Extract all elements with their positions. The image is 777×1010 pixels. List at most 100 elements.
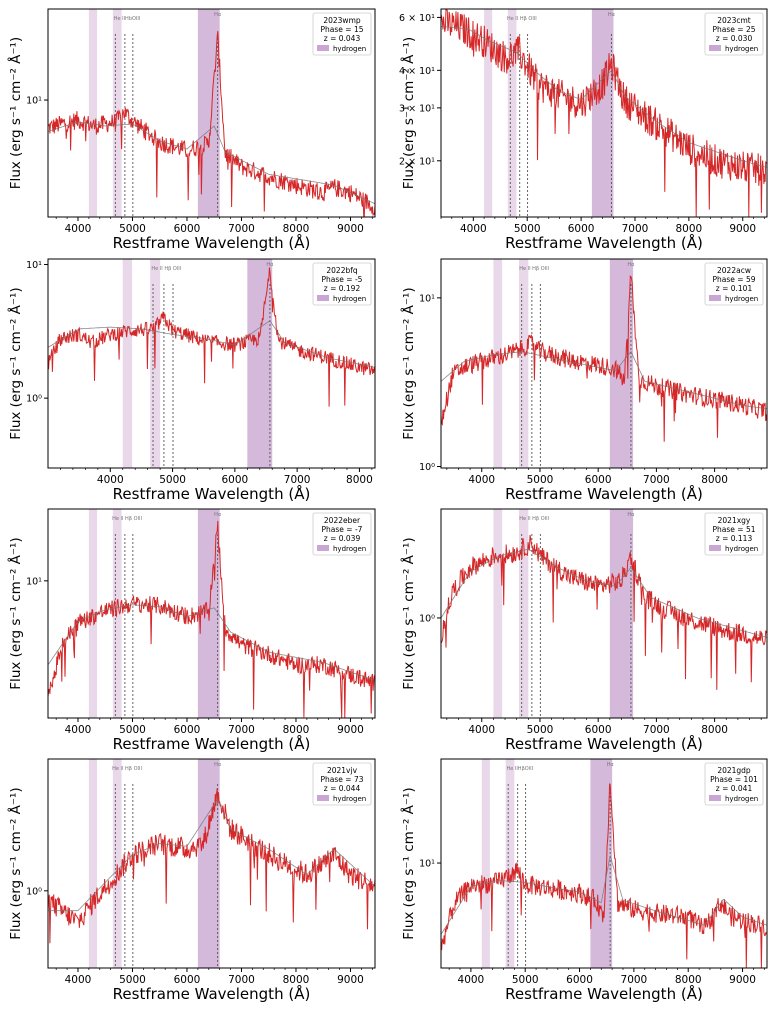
- axes-frame: [47, 258, 376, 469]
- legend-box: [704, 12, 764, 56]
- line-label-hb: He IIHbOIII: [114, 16, 141, 22]
- x-axis-label: Restframe Wavelength (Å): [505, 734, 703, 753]
- x-tick-label: 4000: [468, 474, 495, 486]
- spectrum-panel-2022acw: He II Hβ OIII Hα 4000 5000 6000 7000 8000 10⁰ 10…: [400, 258, 768, 503]
- line-label-ha: Hα: [607, 762, 615, 768]
- legend-entry: hydrogen: [725, 545, 758, 553]
- line-region-band: [493, 509, 503, 718]
- series-line-template: [48, 320, 375, 368]
- legend-box: [704, 512, 764, 556]
- line-region-band: [197, 759, 220, 968]
- legend-redshift: z = 0.044: [324, 784, 361, 793]
- line-region-band: [591, 9, 614, 217]
- series-line-template: [441, 350, 767, 410]
- spectrum-panel-2021gdp: He IIHβOIII Hα 4000 5000 6000 7000 8000 9000 10¹…: [400, 758, 768, 1003]
- x-tick-label: 8000: [283, 223, 310, 235]
- y-axis-label: Flux (erg s⁻¹ cm⁻² Å⁻¹): [7, 287, 24, 439]
- axes-frame: [440, 508, 768, 719]
- x-tick-label: 5000: [119, 724, 146, 736]
- x-tick-label: 7000: [228, 223, 255, 235]
- y-axis-label: Flux (erg s⁻¹ cm⁻² Å⁻¹): [400, 787, 417, 939]
- line-region-band: [507, 9, 517, 217]
- legend-swatch: [709, 45, 721, 51]
- y-tick-label: 10¹: [419, 859, 435, 870]
- x-tick-label: 4000: [460, 223, 487, 235]
- series-line-observed: [441, 534, 767, 690]
- line-label-ha: Hα: [214, 762, 222, 768]
- line-label-hb: He II Hβ OIII: [112, 766, 142, 772]
- y-tick-label: 10¹: [26, 96, 42, 107]
- legend-entry: hydrogen: [333, 295, 366, 303]
- legend-title: 2021gdp: [717, 766, 751, 775]
- x-tick-label: 4000: [65, 974, 92, 986]
- legend-redshift: z = 0.039: [324, 534, 361, 543]
- line-label-hb: He II Hβ OIII: [519, 266, 549, 272]
- x-tick-label: 9000: [337, 974, 364, 986]
- legend-swatch: [317, 795, 329, 801]
- series-line-template: [48, 121, 375, 205]
- legend-box: [704, 762, 764, 806]
- x-tick-label: 7000: [228, 724, 255, 736]
- x-axis-label: Restframe Wavelength (Å): [113, 984, 311, 1003]
- spectrum-panel-2022bfq: He II Hβ OIII Hα 4000 5000 6000 7000 8000 10⁰ 10…: [7, 258, 376, 503]
- line-label-ha: Hα: [214, 512, 222, 518]
- legend-entry: hydrogen: [725, 295, 758, 303]
- y-tick-label: 10⁰: [419, 613, 435, 624]
- x-tick-label: 5000: [512, 974, 539, 986]
- y-axis-label: Flux (erg s⁻¹ cm⁻² Å⁻¹): [400, 37, 417, 189]
- y-axis-label: Flux (erg s⁻¹ cm⁻² Å⁻¹): [400, 537, 417, 689]
- line-label-hb: He II Hβ OIII: [507, 16, 537, 22]
- x-tick-label: 9000: [729, 974, 756, 986]
- line-region-band: [112, 759, 122, 968]
- x-tick-label: 7000: [228, 974, 255, 986]
- spectrum-panel-2021xgy: He II Hβ OIII Hα 4000 5000 6000 7000 8000 10⁰ Re…: [400, 508, 768, 753]
- x-tick-label: 5000: [159, 474, 186, 486]
- legend-entry: hydrogen: [333, 45, 366, 53]
- spectrum-panel-2023wmp: He IIHbOIII Hα 4000 5000 6000 7000 8000 9000 10¹…: [7, 8, 376, 252]
- legend-swatch: [709, 545, 721, 551]
- y-axis-label: Flux (erg s⁻¹ cm⁻² Å⁻¹): [7, 537, 24, 689]
- y-tick-label: 10¹: [26, 260, 42, 271]
- legend-phase: Phase = 25: [713, 25, 756, 34]
- x-tick-label: 4000: [97, 474, 124, 486]
- axes-frame: [47, 8, 376, 218]
- x-axis-label: Restframe Wavelength (Å): [505, 233, 703, 252]
- series-line-template: [48, 604, 375, 681]
- series-line-observed: [441, 275, 767, 442]
- y-tick-label: 10⁰: [26, 886, 42, 897]
- line-label-hb: He IIHβOIII: [506, 766, 533, 772]
- spectrum-panel-2023cmt: He II Hβ OIII Hα 4000 5000 6000 7000 8000 9000 2…: [399, 8, 768, 252]
- series-line-observed: [48, 30, 375, 217]
- line-region-band: [519, 259, 529, 468]
- x-tick-label: 4000: [65, 724, 92, 736]
- spectrum-panel-2022eber: He II Hβ OIII Hα 4000 5000 6000 7000 8000 9000 1…: [7, 508, 376, 753]
- legend-phase: Phase = 51: [713, 525, 756, 534]
- x-tick-label: 8000: [701, 724, 728, 736]
- legend-box: [312, 12, 372, 56]
- legend-redshift: z = 0.113: [716, 534, 753, 543]
- x-tick-label: 8000: [701, 474, 728, 486]
- x-tick-label: 8000: [283, 974, 310, 986]
- axes-frame: [440, 258, 768, 469]
- y-axis-label: Flux (erg s⁻¹ cm⁻² Å⁻¹): [7, 37, 24, 189]
- x-axis-label: Restframe Wavelength (Å): [113, 734, 311, 753]
- line-label-ha: Hα: [627, 512, 635, 518]
- legend-entry: hydrogen: [725, 795, 758, 803]
- legend-title: 2023cmt: [717, 16, 751, 25]
- line-region-band: [122, 259, 133, 468]
- x-tick-label: 6000: [585, 474, 612, 486]
- legend-swatch: [317, 295, 329, 301]
- line-label-ha: Hα: [627, 262, 635, 268]
- y-tick-label: 10¹: [419, 293, 435, 304]
- axes-frame: [47, 508, 376, 719]
- legend-redshift: z = 0.043: [324, 34, 361, 43]
- axes-frame: [440, 8, 768, 218]
- legend-box: [312, 512, 372, 556]
- line-region-band: [590, 759, 613, 968]
- line-region-band: [112, 509, 122, 718]
- x-tick-label: 9000: [337, 223, 364, 235]
- series-line-template: [48, 798, 375, 912]
- x-tick-label: 6000: [568, 223, 595, 235]
- series-line-template: [441, 854, 767, 935]
